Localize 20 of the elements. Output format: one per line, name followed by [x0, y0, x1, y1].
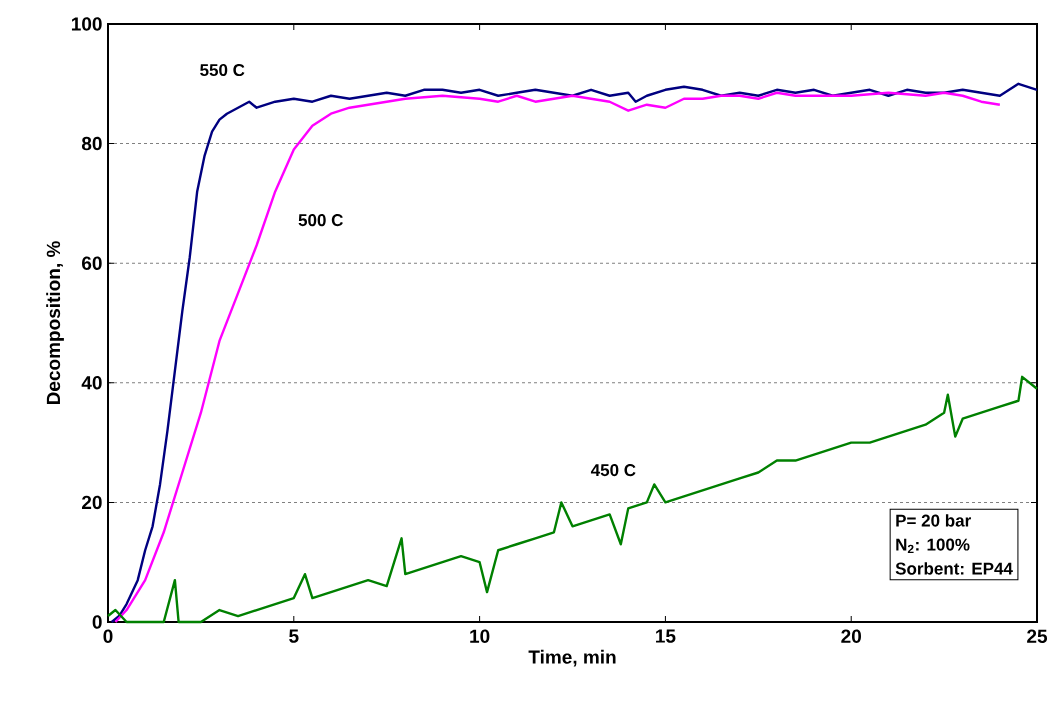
annotation: P= 20 bar — [896, 514, 971, 527]
x-axis-title: Time, min — [528, 649, 616, 667]
y-axis-title: Decomposition, % — [46, 241, 64, 405]
y-tick-label: 0 — [92, 615, 102, 629]
y-tick-label: 20 — [81, 495, 102, 510]
x-tick-label: 0 — [103, 629, 113, 643]
x-tick-label: 15 — [656, 629, 676, 643]
annotation: Sorbent: EP44 — [895, 562, 1013, 575]
y-tick-label: 80 — [81, 136, 102, 151]
x-tick-label: 10 — [470, 629, 490, 643]
series-label: 550 C — [200, 64, 245, 77]
series-label: 450 C — [590, 464, 636, 477]
y-tick-label: 100 — [71, 17, 102, 31]
series-label: 500 C — [298, 214, 343, 227]
x-tick-label: 5 — [289, 629, 299, 643]
annotation: N$_{2}$: 100% — [896, 538, 970, 554]
x-tick-label: 25 — [1027, 629, 1048, 643]
x-tick-label: 20 — [841, 629, 861, 643]
y-tick-label: 40 — [81, 376, 102, 390]
y-tick-label: 60 — [82, 256, 102, 270]
